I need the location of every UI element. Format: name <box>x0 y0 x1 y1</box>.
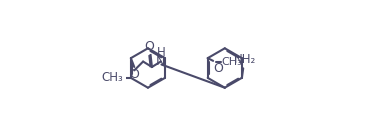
Text: O: O <box>129 68 139 81</box>
Text: CH₃: CH₃ <box>221 57 242 67</box>
Text: N: N <box>156 55 165 68</box>
Text: NH₂: NH₂ <box>233 53 256 66</box>
Text: O: O <box>144 40 154 52</box>
Text: H: H <box>157 46 166 59</box>
Text: CH₃: CH₃ <box>101 71 123 84</box>
Text: O: O <box>213 62 223 75</box>
